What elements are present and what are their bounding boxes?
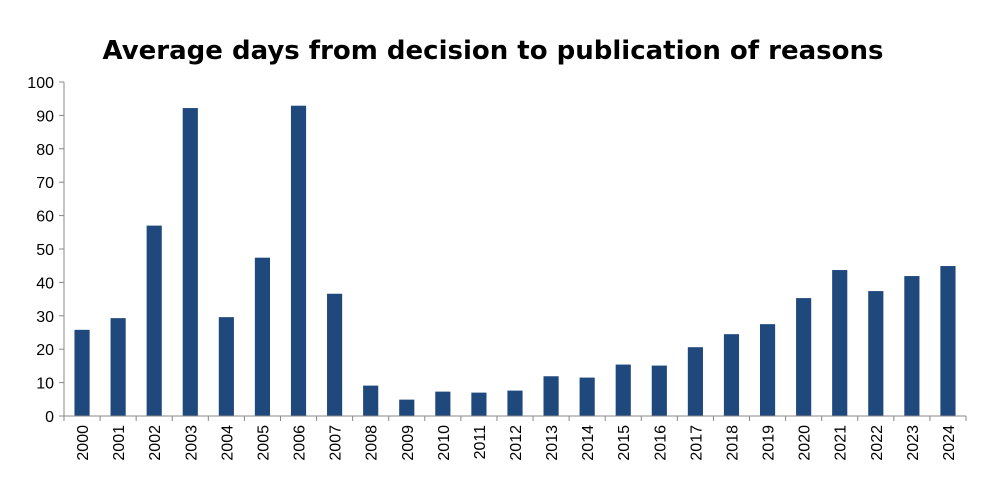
bar-2005: [254, 257, 271, 416]
bar-2000: [74, 329, 90, 416]
bar-2007: [327, 293, 343, 416]
bar-2008: [363, 385, 379, 416]
bar-2013: [543, 376, 559, 416]
x-tick-label: 2003: [183, 425, 200, 461]
y-tick-label: 40: [36, 275, 54, 292]
x-tick-label: 2014: [580, 425, 597, 461]
y-tick-label: 90: [36, 108, 54, 125]
bar-2023: [904, 276, 920, 416]
bar-2018: [723, 334, 740, 416]
bar-2012: [507, 390, 523, 416]
bar-2015: [615, 364, 631, 416]
x-tick-label: 2001: [111, 425, 128, 461]
bar-2011: [471, 392, 487, 416]
y-tick-label: 30: [36, 309, 54, 326]
x-tick-label: 2015: [616, 425, 633, 461]
x-tick-label: 2021: [833, 425, 850, 461]
x-tick-label: 2008: [364, 425, 381, 461]
x-tick-label: 2010: [436, 425, 453, 461]
bar-2024: [940, 266, 956, 416]
y-axis: 0 10 20 30 40 50 60 70 80 90 100: [27, 75, 65, 426]
bar-2017: [687, 347, 703, 416]
bar-2010: [435, 391, 451, 416]
chart-title: Average days from decision to publicatio…: [102, 36, 884, 66]
x-tick-label: 2022: [869, 425, 886, 461]
x-tick-label: 2020: [797, 425, 814, 461]
y-tick-label: 20: [36, 342, 54, 359]
x-tick-label: 2023: [905, 425, 922, 461]
x-tick-label: 2011: [472, 425, 489, 460]
bar-2001: [110, 318, 126, 416]
x-tick-label: 2019: [761, 425, 778, 461]
x-tick-label: 2024: [941, 425, 958, 461]
x-tick-label: 2017: [688, 425, 705, 461]
bar-2009: [399, 399, 415, 416]
bar-2006: [290, 105, 307, 417]
bar-2002: [146, 225, 162, 416]
x-tick-label: 2007: [328, 425, 345, 461]
bar-2014: [579, 377, 595, 416]
x-tick-label: 2000: [75, 425, 92, 461]
y-tick-label: 100: [27, 75, 54, 92]
bars: [74, 105, 956, 417]
y-tick-label: 0: [45, 409, 54, 426]
bar-2021: [832, 270, 848, 416]
x-axis: 2000 2001 2002 2003 2004 2005 2006 2007 2008 2009…: [63, 415, 967, 461]
x-tick-label: 2012: [508, 425, 525, 461]
bar-2004: [218, 317, 234, 416]
bar-2019: [759, 324, 776, 416]
y-tick-label: 60: [36, 209, 54, 226]
x-tick-label: 2013: [544, 425, 561, 461]
x-tick-label: 2004: [219, 425, 236, 461]
x-tick-label: 2016: [652, 425, 669, 461]
y-tick-label: 50: [36, 242, 54, 259]
x-tick-label: 2018: [724, 425, 741, 461]
y-tick-label: 70: [36, 175, 54, 192]
bar-2022: [868, 291, 884, 416]
bar-2016: [651, 365, 667, 416]
y-tick-label: 10: [36, 376, 54, 393]
x-tick-label: 2002: [147, 425, 164, 461]
bar-2020: [796, 298, 812, 416]
x-tick-label: 2005: [255, 425, 272, 461]
bar-2003: [182, 108, 198, 416]
x-tick-label: 2009: [400, 425, 417, 461]
x-tick-label: 2006: [292, 425, 309, 461]
y-tick-label: 80: [36, 142, 54, 159]
